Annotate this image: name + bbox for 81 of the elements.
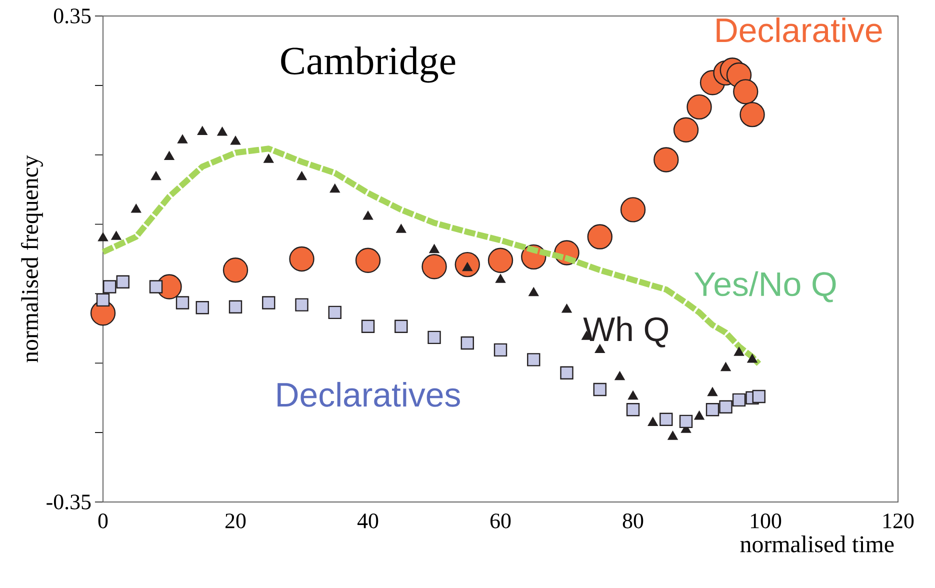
point [587, 224, 612, 250]
point [396, 224, 406, 233]
point [686, 94, 712, 120]
point [673, 117, 699, 142]
point [679, 414, 693, 428]
point [289, 246, 314, 272]
point [706, 403, 720, 416]
x-tick-label: 80 [622, 514, 644, 528]
point [708, 387, 718, 396]
point [230, 136, 240, 145]
point [460, 336, 474, 350]
point [116, 275, 130, 289]
point [747, 354, 758, 363]
point [151, 171, 161, 180]
point [228, 300, 242, 314]
point [176, 296, 190, 310]
point [222, 258, 248, 283]
point [197, 126, 208, 136]
point [719, 400, 732, 414]
point [668, 431, 678, 440]
point [149, 280, 163, 294]
series-label: Yes/No Q [694, 271, 836, 302]
point [422, 254, 447, 280]
point [98, 232, 108, 242]
point [361, 320, 375, 333]
point [131, 204, 142, 213]
point [103, 280, 116, 294]
point [593, 382, 606, 396]
point [527, 353, 540, 366]
x-tick-label: 60 [490, 514, 511, 528]
text: Cambridge [281, 46, 456, 83]
point [264, 154, 274, 163]
y-axis-title: normalised frequency [20, 155, 43, 362]
x-tick-label: 40 [357, 514, 378, 528]
point [660, 412, 673, 426]
point [562, 304, 572, 313]
point [628, 390, 638, 400]
point [295, 298, 308, 312]
point [196, 301, 209, 314]
point [496, 274, 506, 283]
point [734, 347, 744, 356]
y-tick-label: 0.35 [54, 8, 91, 24]
point [428, 330, 441, 344]
x-tick-label: 20 [226, 514, 246, 528]
point [752, 390, 766, 404]
point [488, 248, 514, 273]
point [394, 320, 408, 333]
point [164, 151, 174, 160]
point [178, 134, 188, 144]
point [96, 293, 110, 307]
x-tick-label: 0 [98, 514, 108, 528]
point [111, 231, 122, 240]
point [720, 362, 731, 372]
point [330, 184, 340, 193]
x-axis-title: normalised time [740, 536, 894, 552]
point [626, 403, 640, 416]
point [429, 244, 440, 254]
point [355, 248, 381, 273]
point [363, 211, 373, 220]
point [296, 171, 307, 180]
series-label: Wh Q [583, 316, 668, 348]
x-tick-label: 120 [883, 514, 914, 528]
x-tick-label: 100 [750, 514, 782, 528]
point [262, 296, 276, 310]
point [560, 366, 574, 380]
point [528, 287, 539, 296]
point [740, 102, 765, 128]
point [733, 79, 758, 104]
point [217, 127, 228, 136]
series-label: Declarative [716, 17, 882, 42]
point [594, 344, 605, 354]
point [694, 411, 704, 420]
point [648, 417, 658, 426]
point [654, 147, 679, 172]
point [620, 197, 646, 222]
point [494, 343, 508, 357]
series-label: Declaratives [278, 382, 460, 407]
point [614, 371, 625, 380]
point [732, 393, 746, 407]
y-tick-label: -0.35 [46, 494, 91, 510]
point [328, 306, 342, 320]
